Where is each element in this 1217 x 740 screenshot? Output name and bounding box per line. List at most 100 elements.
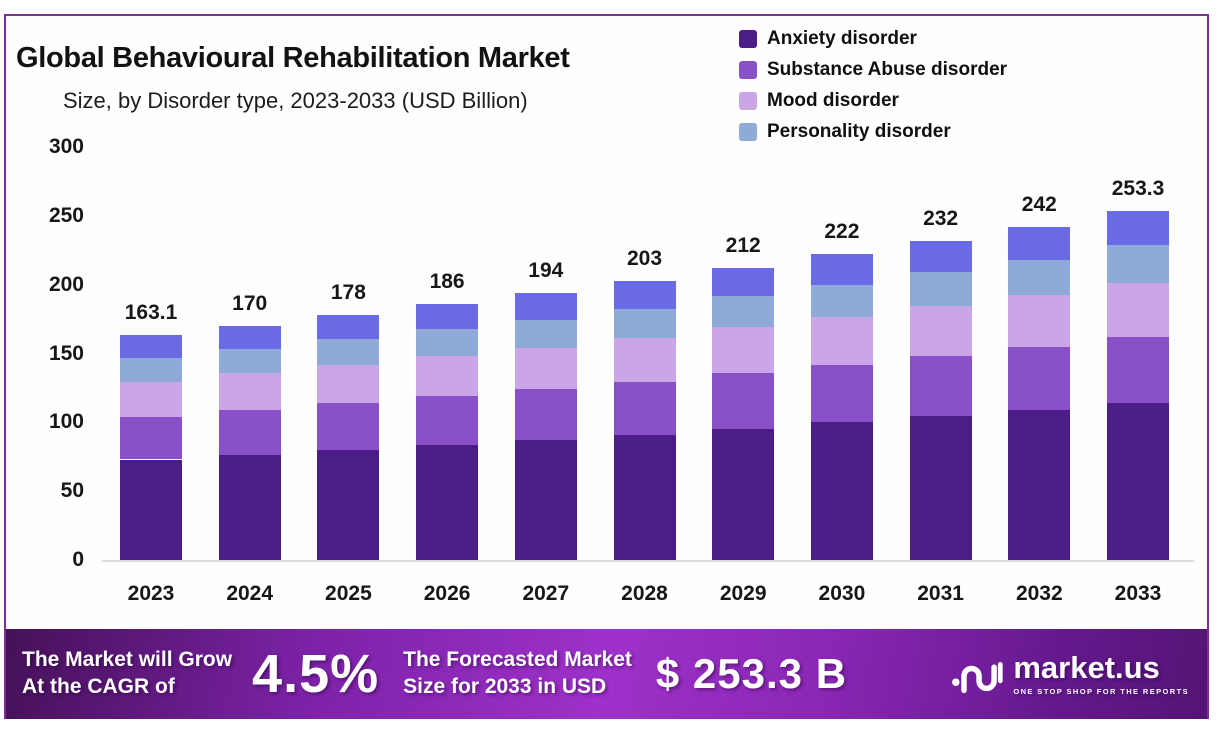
y-tick-label: 50 xyxy=(60,479,84,503)
plot-area: 0 50 100 150 200 250 300 163.1 2023 170 2024 178 202… xyxy=(6,16,1207,629)
infographic-frame: Global Behavioural Rehabilitation Market… xyxy=(4,14,1209,719)
bar-segment-substance-abuse-disorder xyxy=(1008,346,1071,410)
x-tick-label: 2025 xyxy=(325,582,372,605)
bar-total-label: 178 xyxy=(330,280,366,304)
bar-total-label: 163.1 xyxy=(124,301,178,325)
legend-item: Personality disorder xyxy=(739,119,1007,144)
bar-segment-anxiety-disorder xyxy=(909,416,972,560)
bar-segment-mood-disorder xyxy=(613,338,676,382)
legend-swatch xyxy=(739,29,757,48)
bar-segment-personality-disorder xyxy=(1008,259,1071,295)
bar-segment-mood-disorder xyxy=(810,317,873,365)
bar-segment-personality-disorder xyxy=(810,284,873,317)
bar-total-label: 170 xyxy=(232,291,268,315)
bar-segment-personality-disorder xyxy=(909,272,972,306)
bar-total-label: 253.3 xyxy=(1111,177,1165,201)
y-tick-label: 200 xyxy=(48,272,84,296)
x-tick-label: 2027 xyxy=(522,582,570,605)
bar-segment-substance-abuse-disorder xyxy=(712,372,775,429)
bar-segment-anxiety-disorder xyxy=(416,445,479,560)
x-tick-label: 2031 xyxy=(917,582,964,605)
bar-segment-unlabeled-top-segment xyxy=(416,303,479,330)
bar-segment-substance-abuse-disorder xyxy=(810,364,873,423)
x-tick-label: 2028 xyxy=(621,582,668,605)
legend-label: Substance Abuse disorder xyxy=(767,58,1008,80)
legend-item: Substance Abuse disorder xyxy=(739,57,1007,82)
bar-segment-substance-abuse-disorder xyxy=(1107,336,1169,404)
bar-total-label: 186 xyxy=(429,269,465,293)
x-tick-label: 2030 xyxy=(818,582,866,605)
bar-total-label: 203 xyxy=(626,246,663,270)
bar-segment-mood-disorder xyxy=(1107,282,1169,337)
bar-segment-mood-disorder xyxy=(514,347,577,390)
legend-swatch xyxy=(739,122,757,141)
banner-mid-text: The Forecasted Market Size for 2033 in U… xyxy=(403,647,632,701)
bar-segment-unlabeled-top-segment xyxy=(1008,226,1071,260)
y-tick-label: 300 xyxy=(48,135,84,158)
bar-segment-substance-abuse-disorder xyxy=(218,409,281,455)
bar-segment-anxiety-disorder xyxy=(810,422,873,560)
bar-segment-unlabeled-top-segment xyxy=(613,280,676,309)
bar-segment-substance-abuse-disorder xyxy=(514,389,577,441)
legend-swatch xyxy=(739,91,757,110)
x-tick-label: 2026 xyxy=(423,582,471,605)
bar-segment-substance-abuse-disorder xyxy=(317,403,380,450)
bar-segment-anxiety-disorder xyxy=(317,449,380,560)
bar-segment-anxiety-disorder xyxy=(1008,409,1071,560)
bar-total-label: 232 xyxy=(923,206,959,230)
legend-swatch xyxy=(739,60,757,79)
bar-segment-anxiety-disorder xyxy=(218,454,281,560)
bar-segment-mood-disorder xyxy=(416,356,479,397)
forecast-value: $ 253.3 B xyxy=(655,650,848,697)
x-tick-label: 2029 xyxy=(719,582,767,605)
bar-segment-unlabeled-top-segment xyxy=(712,268,775,297)
legend-label: Personality disorder xyxy=(767,120,951,142)
x-tick-label: 2024 xyxy=(226,582,274,605)
bar-segment-anxiety-disorder xyxy=(514,440,577,560)
chart-area: Global Behavioural Rehabilitation Market… xyxy=(6,16,1207,629)
legend-label: Anxiety disorder xyxy=(767,27,917,49)
brand-block: market.us ONE STOP SHOP FOR THE REPORTS xyxy=(951,650,1189,698)
x-tick-label: 2032 xyxy=(1015,582,1063,605)
bar-segment-unlabeled-top-segment xyxy=(909,240,972,273)
bar-segment-personality-disorder xyxy=(120,358,182,382)
x-tick-label: 2023 xyxy=(127,582,175,605)
bar-segment-anxiety-disorder xyxy=(120,459,182,560)
bar-total-label: 194 xyxy=(528,258,564,282)
chart-title: Global Behavioural Rehabilitation Market xyxy=(16,42,570,74)
bar-total-label: 212 xyxy=(725,234,761,258)
bar-segment-mood-disorder xyxy=(120,381,182,417)
bar-segment-mood-disorder xyxy=(1008,294,1071,347)
bar-segment-unlabeled-top-segment xyxy=(317,314,380,340)
bar-segment-substance-abuse-disorder xyxy=(120,416,182,460)
bar-segment-personality-disorder xyxy=(712,296,775,328)
cagr-banner: The Market will Grow At the CAGR of 4.5%… xyxy=(6,629,1207,719)
bar-segment-mood-disorder xyxy=(218,373,281,410)
banner-mid-line1: The Forecasted Market xyxy=(403,648,632,672)
bar-segment-personality-disorder xyxy=(317,339,380,366)
bar-segment-unlabeled-top-segment xyxy=(1107,211,1169,246)
banner-left-line2: At the CAGR of xyxy=(22,675,175,698)
bar-total-label: 222 xyxy=(824,220,860,244)
y-tick-label: 150 xyxy=(48,341,84,365)
brand-tagline: ONE STOP SHOP FOR THE REPORTS xyxy=(1013,687,1189,696)
y-tick-label: 250 xyxy=(48,203,84,227)
bar-segment-substance-abuse-disorder xyxy=(416,396,479,446)
bar-segment-unlabeled-top-segment xyxy=(218,325,281,349)
bar-segment-unlabeled-top-segment xyxy=(514,292,577,320)
brand-text: market.us ONE STOP SHOP FOR THE REPORTS xyxy=(1013,652,1189,696)
banner-left-line1: The Market will Grow xyxy=(22,648,233,672)
bar-segment-substance-abuse-disorder xyxy=(909,355,972,417)
bar-segment-mood-disorder xyxy=(712,327,775,373)
bar-segment-unlabeled-top-segment xyxy=(120,335,182,359)
bar-segment-personality-disorder xyxy=(514,319,577,348)
bar-segment-substance-abuse-disorder xyxy=(613,381,676,435)
legend-label: Mood disorder xyxy=(767,89,899,111)
marketus-logo-icon xyxy=(952,662,1004,694)
bar-segment-personality-disorder xyxy=(1107,245,1169,283)
bar-segment-anxiety-disorder xyxy=(712,428,775,560)
legend: Anxiety disorder Substance Abuse disorder… xyxy=(739,26,1007,144)
bar-segment-mood-disorder xyxy=(909,306,972,356)
bar-segment-personality-disorder xyxy=(218,348,281,374)
brand-name: market.us xyxy=(1013,650,1160,685)
